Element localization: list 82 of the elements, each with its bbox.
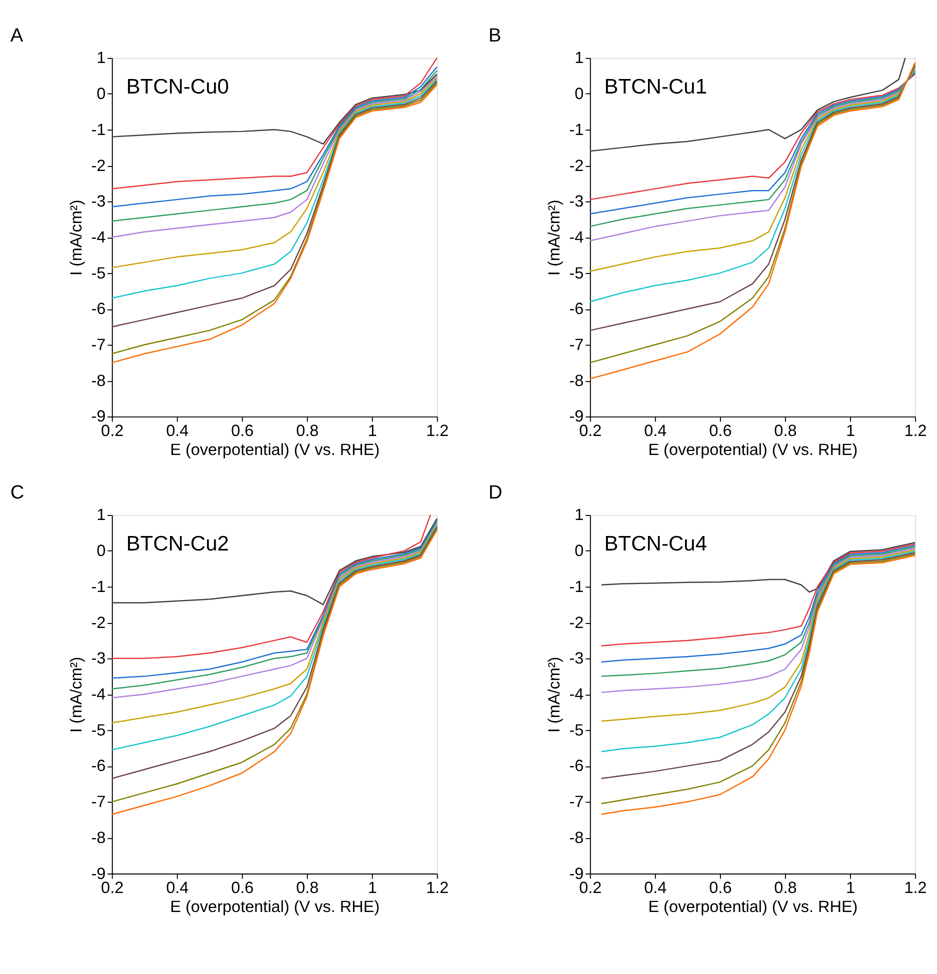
y-tick-label: 0 <box>574 542 584 560</box>
y-tick-label: 1 <box>574 506 584 524</box>
annotation: BTCN-Cu1 <box>604 75 708 98</box>
annotation: BTCN-Cu4 <box>604 532 708 556</box>
x-tick-label: 0.8 <box>774 879 797 898</box>
y-axis-title: I (mA/cm²) <box>546 656 564 733</box>
y-tick-label: 1 <box>96 506 106 524</box>
y-tick-label: -7 <box>91 793 106 812</box>
y-tick-label: -5 <box>569 721 584 740</box>
x-tick-label: 0.8 <box>296 879 319 898</box>
x-tick-label: 0.6 <box>231 422 254 440</box>
y-tick-label: -4 <box>91 685 106 704</box>
x-axis-title: E (overpotential) (V vs. RHE) <box>170 441 380 460</box>
y-tick-label: -5 <box>91 721 106 740</box>
line-series <box>589 57 906 152</box>
annotation: BTCN-Cu2 <box>126 532 229 556</box>
chart-title: B <box>488 26 502 47</box>
x-tick-label: 1 <box>368 879 377 898</box>
x-axis-title: E (overpotential) (V vs. RHE) <box>648 898 858 916</box>
y-tick-label: -6 <box>569 757 584 776</box>
annotation: BTCN-Cu0 <box>126 75 229 98</box>
x-tick-label: 1 <box>846 422 855 440</box>
y-tick-label: 1 <box>574 49 584 68</box>
y-tick-label: -6 <box>91 757 106 776</box>
x-tick-label: 0.4 <box>166 422 189 440</box>
x-tick-label: 1 <box>368 422 377 440</box>
line-series <box>111 514 432 660</box>
y-tick-label: -1 <box>91 578 106 596</box>
line-series <box>111 57 438 190</box>
y-axis-title: I (mA/cm²) <box>68 200 86 276</box>
y-tick-label: -1 <box>569 578 584 596</box>
y-tick-label: -7 <box>569 336 584 354</box>
y-tick-label: -2 <box>91 156 106 175</box>
x-axis-title: E (overpotential) (V vs. RHE) <box>170 898 380 916</box>
y-tick-label: -3 <box>569 192 584 211</box>
line-series <box>111 518 438 606</box>
y-tick-label: -2 <box>569 156 584 175</box>
y-tick-label: 0 <box>96 85 106 104</box>
chart-title: C <box>10 482 24 504</box>
y-tick-label: -7 <box>91 336 106 354</box>
line-series <box>111 73 438 145</box>
y-tick-label: -8 <box>569 372 584 390</box>
chart-title: A <box>10 26 24 47</box>
y-tick-label: -6 <box>569 300 584 318</box>
y-tick-label: -7 <box>569 793 584 812</box>
x-tick-label: 1.2 <box>426 879 449 898</box>
chart-title: D <box>488 482 502 504</box>
y-tick-label: -6 <box>91 300 106 318</box>
y-tick-label: 1 <box>96 49 106 68</box>
x-tick-label: 0.4 <box>644 879 667 898</box>
y-tick-label: -4 <box>569 685 584 704</box>
y-tick-label: 0 <box>96 542 106 560</box>
y-tick-label: -8 <box>569 828 584 847</box>
y-tick-label: -8 <box>91 828 106 847</box>
y-tick-label: -2 <box>91 614 106 632</box>
y-tick-label: -2 <box>569 614 584 632</box>
x-axis-title: E (overpotential) (V vs. RHE) <box>648 441 858 460</box>
x-tick-label: 1.2 <box>904 422 927 440</box>
y-tick-label: -1 <box>91 120 106 139</box>
x-tick-label: 0.8 <box>296 422 319 440</box>
x-tick-label: 0.6 <box>709 422 732 440</box>
x-tick-label: 0.8 <box>774 422 797 440</box>
y-tick-label: -5 <box>91 264 106 282</box>
line-series <box>600 549 916 722</box>
y-axis-title: I (mA/cm²) <box>546 200 564 276</box>
x-tick-label: 0.4 <box>166 879 189 898</box>
x-tick-label: 1 <box>846 879 855 898</box>
y-tick-label: -5 <box>569 264 584 282</box>
y-tick-label: -3 <box>569 650 584 668</box>
y-tick-label: -4 <box>569 228 584 246</box>
y-tick-label: -3 <box>91 192 106 211</box>
y-axis-title: I (mA/cm²) <box>68 656 86 733</box>
y-tick-label: -8 <box>91 372 106 390</box>
x-tick-label: 1.2 <box>904 879 927 898</box>
y-tick-label: -1 <box>569 120 584 139</box>
y-tick-label: 0 <box>574 85 584 104</box>
x-tick-label: 0.4 <box>644 422 667 440</box>
y-tick-label: -3 <box>91 650 106 668</box>
y-tick-label: -4 <box>91 228 106 246</box>
x-tick-label: 1.2 <box>426 422 449 440</box>
x-tick-label: 0.6 <box>231 879 254 898</box>
x-tick-label: 0.6 <box>709 879 732 898</box>
